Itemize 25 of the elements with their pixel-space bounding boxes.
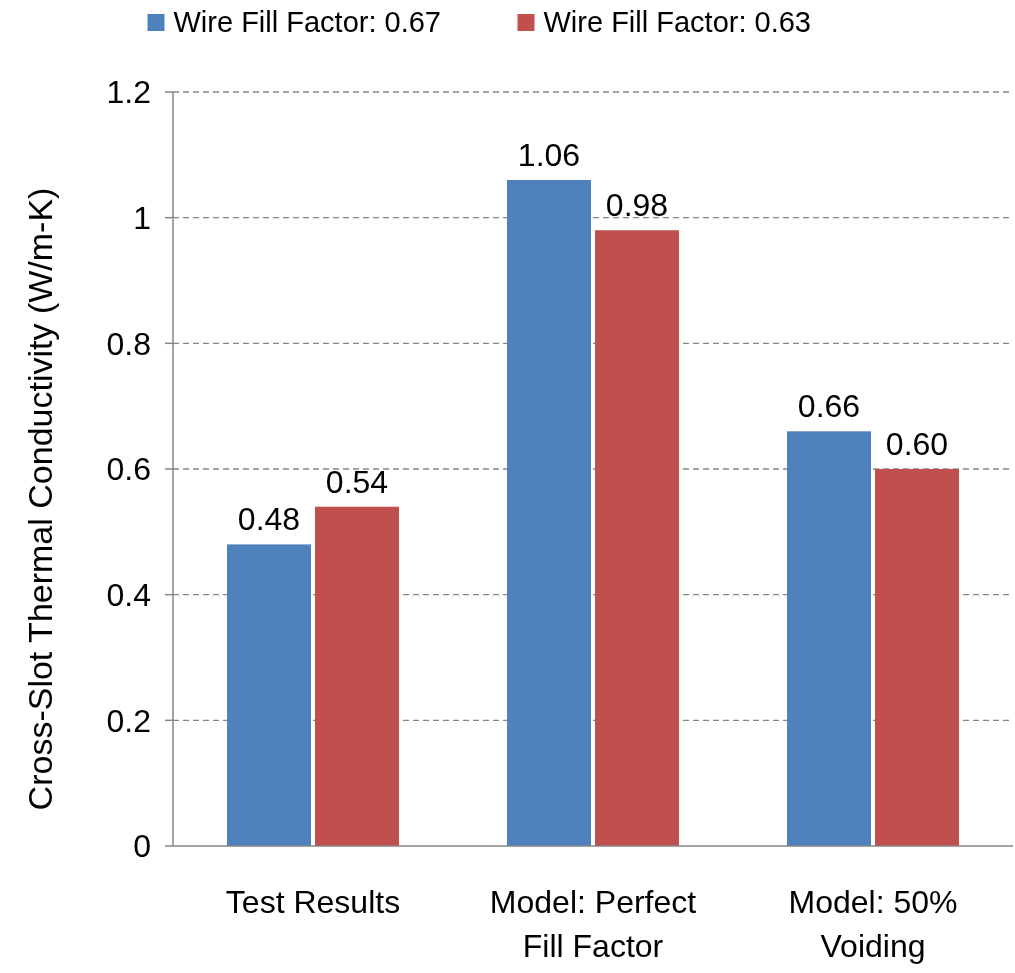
- bar: [875, 469, 959, 846]
- data-label: 1.06: [517, 136, 581, 173]
- data-label: 0.54: [325, 463, 389, 500]
- x-tick-label: Model: 50% Voiding: [788, 884, 958, 964]
- y-axis-title: Cross-Slot Thermal Conductivity (W/m-K): [21, 187, 59, 811]
- y-tick-label: 0: [133, 828, 151, 865]
- y-tick-label: 0.4: [106, 576, 151, 613]
- data-label: 0.48: [237, 501, 301, 538]
- y-tick-label: 0.2: [106, 702, 151, 739]
- x-tick-label: Model: Perfect Fill Factor: [489, 884, 697, 964]
- y-tick-label: 1.2: [106, 74, 151, 111]
- data-label: 0.60: [885, 426, 949, 462]
- legend-label: Wire Fill Factor: 0.63: [543, 6, 811, 39]
- bar: [227, 544, 311, 846]
- y-tick-label: 0.8: [106, 325, 151, 362]
- data-label: 0.98: [605, 187, 669, 224]
- bar: [507, 179, 591, 846]
- x-tick-label: Test Results: [225, 884, 401, 920]
- y-tick-label: 1: [133, 199, 151, 236]
- y-tick-label: 0.6: [106, 451, 151, 488]
- bar: [595, 230, 679, 846]
- legend-label: Wire Fill Factor: 0.67: [173, 6, 441, 39]
- data-label: 0.66: [797, 388, 861, 425]
- bar: [787, 431, 871, 846]
- bar: [315, 506, 399, 846]
